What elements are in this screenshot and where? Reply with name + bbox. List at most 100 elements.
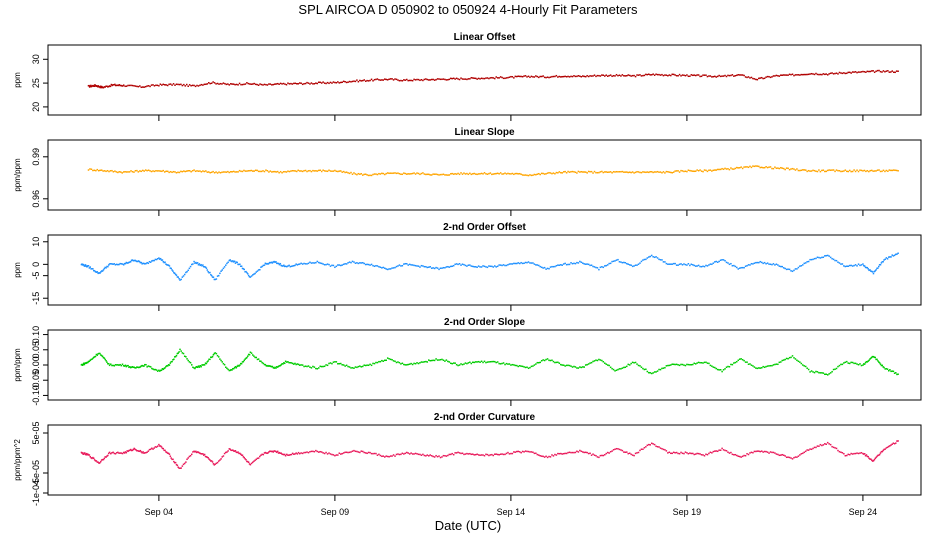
data-point: [221, 361, 223, 363]
data-point: [822, 73, 825, 75]
data-point: [772, 263, 775, 265]
data-point: [275, 367, 277, 369]
data-point: [848, 362, 851, 365]
data-point: [139, 366, 142, 368]
data-point: [696, 169, 698, 171]
data-point: [890, 444, 892, 446]
data-point: [664, 172, 666, 174]
data-point: [208, 272, 210, 274]
data-point: [109, 85, 112, 88]
data-point: [426, 266, 429, 269]
data-point: [219, 272, 221, 275]
data-point: [807, 368, 810, 371]
data-point: [741, 455, 744, 458]
data-point: [802, 264, 804, 266]
data-point: [87, 169, 90, 171]
data-point: [768, 75, 770, 78]
data-point: [382, 360, 385, 362]
data-point: [857, 363, 860, 366]
data-point: [269, 170, 272, 172]
data-point: [832, 446, 835, 449]
data-point: [560, 363, 562, 366]
data-point: [363, 262, 365, 265]
data-point: [521, 174, 524, 176]
data-point: [891, 254, 894, 256]
data-point: [737, 268, 739, 270]
data-point: [85, 454, 87, 456]
data-point: [272, 261, 275, 263]
data-point: [221, 456, 223, 458]
data-point: [288, 264, 290, 267]
data-point: [523, 174, 525, 176]
data-point: [832, 169, 835, 171]
data-point: [709, 451, 712, 454]
data-point: [193, 169, 195, 171]
data-point: [422, 172, 424, 174]
data-point: [552, 360, 555, 363]
data-point: [740, 358, 742, 360]
data-point: [457, 364, 459, 367]
data-point: [683, 364, 685, 366]
data-point: [413, 453, 415, 455]
data-point: [859, 71, 861, 73]
data-point: [378, 265, 380, 268]
data-point: [460, 452, 462, 455]
data-point: [716, 450, 719, 453]
data-point: [180, 170, 182, 173]
data-point: [420, 454, 423, 456]
data-point: [549, 172, 552, 174]
data-point: [637, 364, 640, 367]
data-point: [796, 168, 798, 170]
data-point: [812, 258, 814, 261]
data-point: [126, 262, 128, 264]
data-point: [152, 448, 154, 450]
data-point: [510, 263, 512, 265]
data-point: [546, 76, 549, 78]
data-point: [557, 264, 559, 266]
data-point: [397, 265, 399, 267]
data-point: [342, 452, 345, 454]
data-point: [469, 172, 471, 175]
data-point: [759, 166, 761, 169]
data-point: [372, 362, 374, 365]
data-point: [708, 169, 710, 172]
data-point: [596, 171, 599, 174]
data-point: [648, 73, 650, 75]
data-point: [517, 450, 519, 453]
data-point: [470, 362, 473, 365]
data-point: [656, 73, 659, 76]
data-point: [253, 355, 255, 357]
data-point: [249, 169, 251, 172]
data-point: [542, 267, 544, 269]
data-point: [357, 451, 360, 453]
data-point: [188, 267, 191, 270]
data-point: [868, 269, 870, 272]
data-point: [466, 362, 468, 365]
data-point: [347, 172, 349, 174]
data-point: [378, 172, 380, 175]
data-point: [514, 451, 517, 453]
data-point: [194, 170, 197, 173]
data-point: [430, 78, 433, 81]
data-point: [697, 452, 700, 455]
data-point: [838, 364, 841, 367]
data-point: [196, 170, 198, 172]
data-point: [432, 267, 434, 269]
data-point: [642, 259, 644, 261]
data-point: [316, 450, 319, 453]
data-point: [741, 358, 744, 361]
data-point: [117, 263, 119, 266]
data-point: [188, 455, 191, 458]
data-point: [153, 259, 155, 262]
data-point: [747, 363, 750, 365]
data-point: [441, 78, 443, 81]
data-point: [532, 76, 534, 78]
data-point: [127, 262, 129, 264]
data-point: [133, 171, 135, 173]
data-point: [518, 75, 521, 78]
data-point: [784, 455, 786, 457]
data-point: [242, 360, 245, 363]
data-point: [181, 276, 184, 278]
data-point: [127, 171, 129, 173]
data-point: [843, 72, 845, 74]
